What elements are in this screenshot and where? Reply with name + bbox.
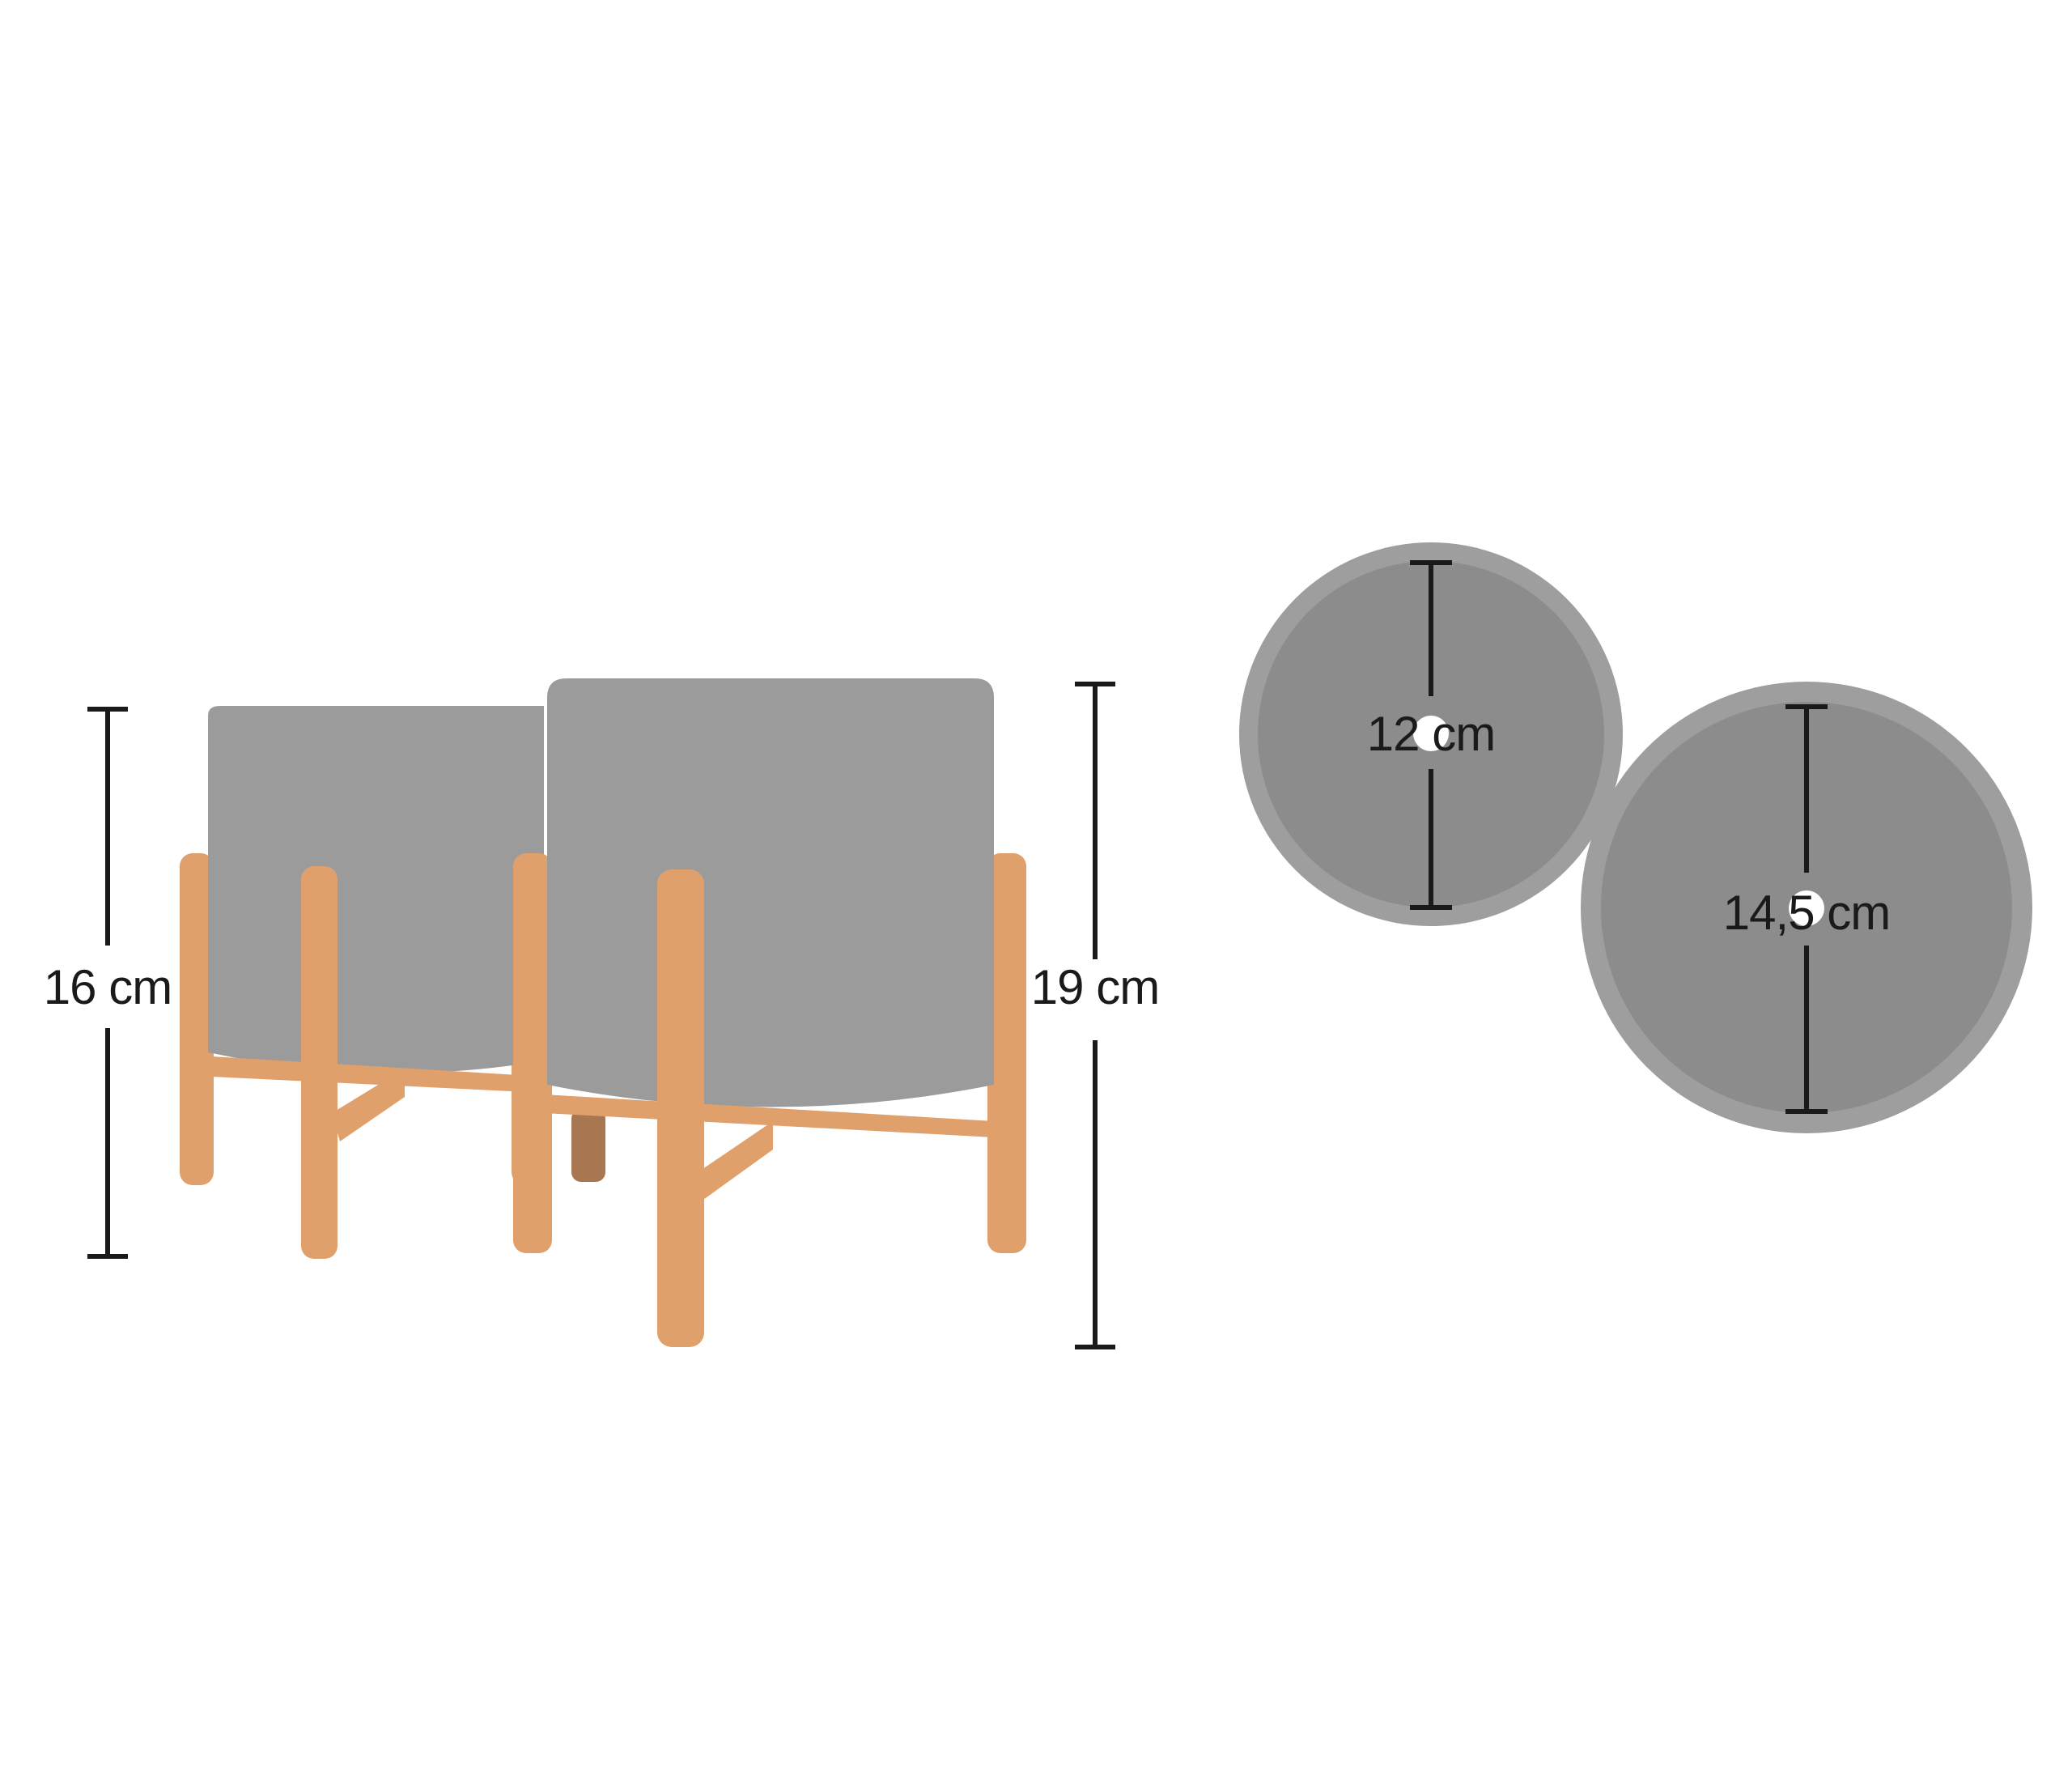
large-planter-cross-brace: [544, 1094, 994, 1137]
large-planter-right-leg: [987, 853, 1026, 1253]
large-planter-pot-body: [547, 678, 994, 1107]
diameter-label-small: 12 cm: [1367, 707, 1495, 761]
height-label-large: 19 cm: [1031, 960, 1159, 1014]
large-planter-back-leg: [571, 1109, 605, 1182]
large-planter-front-leg: [657, 869, 704, 1347]
small-planter: [180, 706, 546, 1259]
large-pot-top-view: 14,5 cm: [1581, 682, 2032, 1133]
large-planter-left-leg: [513, 853, 552, 1253]
height-label-small: 16 cm: [44, 960, 172, 1014]
small-planter-pot-body: [208, 706, 544, 1073]
diameter-label-large: 14,5 cm: [1723, 886, 1890, 940]
height-dimension-small: [87, 707, 128, 1259]
large-diameter-center-dot: [1789, 890, 1824, 926]
small-planter-back-left-leg: [180, 853, 214, 1185]
small-planter-front-leg: [301, 866, 338, 1259]
small-diameter-line: [1410, 560, 1452, 910]
height-dimension-large: [1075, 682, 1115, 1349]
small-planter-diagonal-brace: [332, 1069, 405, 1141]
small-pot-top-view: 12 cm: [1239, 542, 1623, 926]
small-diameter-center-dot: [1413, 716, 1449, 751]
large-planter: [513, 678, 1026, 1347]
large-planter-diagonal-brace: [690, 1121, 773, 1204]
large-diameter-line: [1785, 704, 1828, 1114]
small-planter-cross-brace: [212, 1056, 544, 1093]
